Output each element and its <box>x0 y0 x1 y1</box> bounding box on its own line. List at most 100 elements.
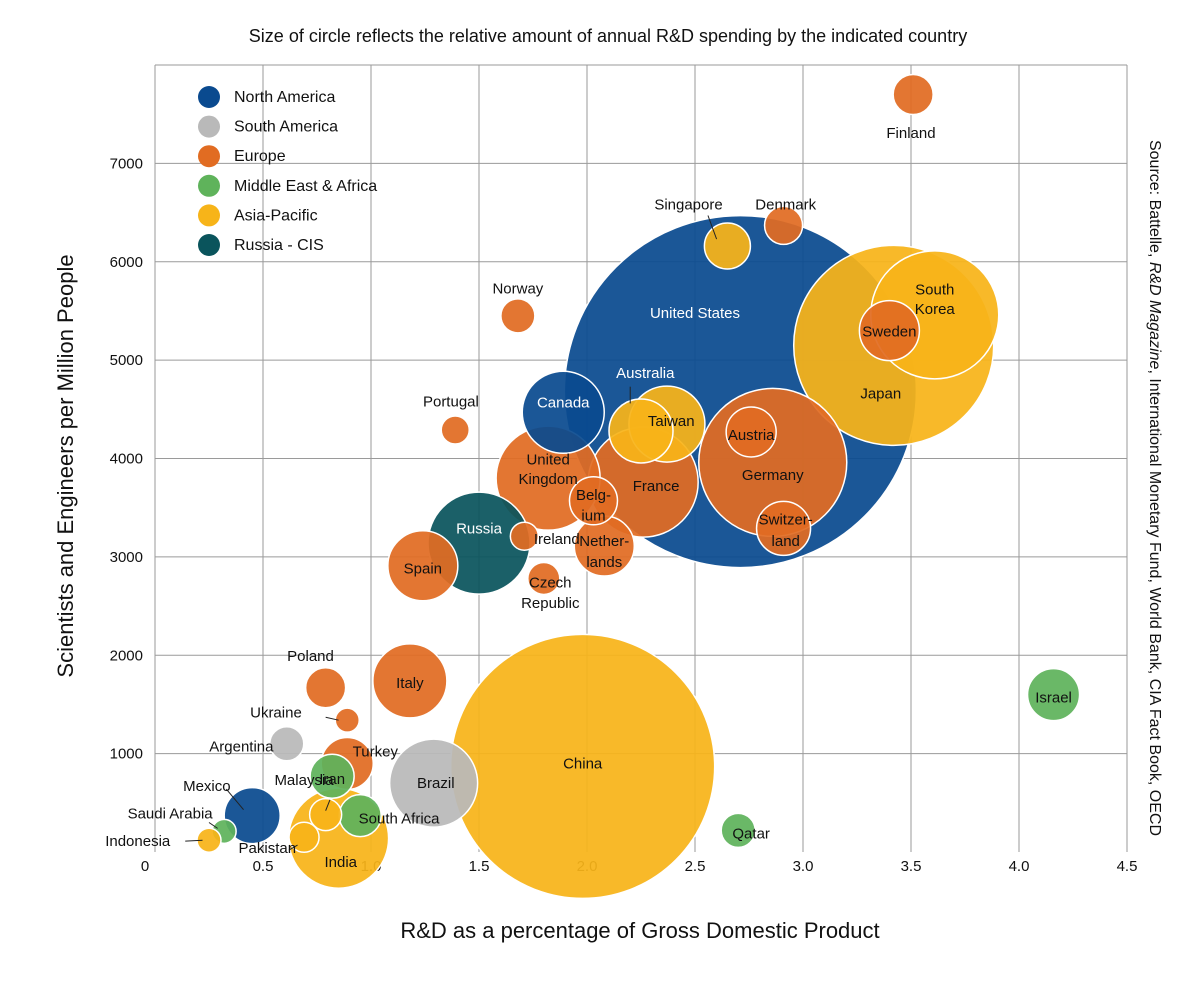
y-tick-label: 6000 <box>110 254 143 271</box>
leader-line <box>288 844 298 851</box>
data-label: land <box>772 533 800 550</box>
data-label: Israel <box>1035 690 1072 707</box>
data-label: Taiwan <box>648 413 695 430</box>
source-suffix: , International Monetary Fund, World Ban… <box>1146 369 1163 837</box>
x-tick-label: 3.0 <box>793 858 814 875</box>
data-label: Finland <box>886 125 935 142</box>
data-label: Korea <box>915 301 956 318</box>
data-label: Ireland <box>534 531 580 548</box>
data-label: Argentina <box>209 739 274 756</box>
data-label: Russia <box>456 520 503 537</box>
legend-swatch-ru <box>198 234 220 256</box>
y-tick-label: 3000 <box>110 549 143 566</box>
data-label: Pakistan <box>239 840 297 857</box>
x-axis-label: R&D as a percentage of Gross Domestic Pr… <box>400 918 880 943</box>
bubble-finland: Finland <box>892 73 934 116</box>
legend-label-me: Middle East & Africa <box>234 178 377 195</box>
source-italic: R&D Magazine <box>1146 261 1163 370</box>
data-label: Qatar <box>732 825 770 842</box>
x-tick-label: 0.5 <box>253 858 274 875</box>
bubble-israel: Israel <box>1026 667 1081 722</box>
leader-line <box>707 215 718 240</box>
data-label: Nether- <box>579 533 629 550</box>
data-label: Canada <box>537 394 590 411</box>
bubble-malaysia: Malaysia <box>308 797 343 832</box>
y-tick-label: 4000 <box>110 451 143 468</box>
bubble-denmark: Denmark <box>763 205 804 246</box>
y-axis-label: Scientists and Engineers per Million Peo… <box>53 254 78 678</box>
legend-label-eu: Europe <box>234 148 286 165</box>
bubble-norway: Norway <box>500 298 536 334</box>
data-label: Czech <box>529 574 572 591</box>
x-tick-label: 3.5 <box>901 858 922 875</box>
data-label: Norway <box>492 280 543 297</box>
chart-subtitle: Size of circle reflects the relative amo… <box>248 26 968 46</box>
leader-line <box>325 716 339 721</box>
country-labels: United States China Japan Germany South Korea… <box>105 125 1072 871</box>
data-label: lands <box>586 554 622 571</box>
bubble-qatar: Qatar <box>720 812 756 849</box>
bubble-poland: Poland <box>304 666 347 709</box>
bubble-mexico: Mexico <box>223 786 281 845</box>
data-label: ium <box>581 508 605 525</box>
data-label: United States <box>650 305 740 322</box>
legend-swatch-me <box>198 174 220 197</box>
data-label: Australia <box>616 365 675 382</box>
legend-swatch-na <box>198 86 220 108</box>
bubble-singapore: Singapore <box>703 222 752 270</box>
legend-label-ap: Asia-Pacific <box>234 207 318 224</box>
source-prefix: Source: Battelle, <box>1146 139 1163 262</box>
data-label: Turkey <box>353 744 399 761</box>
data-label: Mexico <box>183 778 231 795</box>
data-label: Italy <box>396 675 424 692</box>
bubble-ireland: Ireland <box>509 521 540 551</box>
legend-swatch-sa <box>198 115 220 138</box>
legend-label-na: North America <box>234 89 335 106</box>
leader-lines <box>185 215 718 851</box>
data-label: France <box>633 478 680 495</box>
leader-line <box>225 788 244 811</box>
bubble-iran: Iran <box>309 753 355 800</box>
data-label: Republic <box>521 595 580 612</box>
y-tick-label: 2000 <box>110 647 143 664</box>
bubble-canada: Canada <box>521 370 605 455</box>
bubble-argentina: Argentina <box>269 726 305 762</box>
data-label: India <box>324 854 357 871</box>
bubble-australia: Australia <box>608 398 674 464</box>
data-label: Japan <box>860 386 901 403</box>
data-label: South Africa <box>359 811 441 828</box>
bubble-ukraine: Ukraine <box>334 707 360 733</box>
bubble-brazil: Brazil <box>388 738 479 828</box>
bubble-switzerland: Switzerland <box>755 500 812 557</box>
data-label: Poland <box>287 648 334 665</box>
data-label: Iran <box>319 771 345 788</box>
data-label: Switzer- <box>759 511 813 528</box>
legend-swatch-eu <box>198 145 220 168</box>
bubble-sweden: Sweden <box>858 299 921 362</box>
data-label: Belg- <box>576 487 611 504</box>
data-label: Denmark <box>755 197 816 214</box>
bubble-spain: Spain <box>387 529 459 602</box>
data-label: United <box>526 451 569 468</box>
data-label: Malaysia <box>274 772 334 789</box>
bubble-italy: Italy <box>372 643 448 719</box>
data-label: Ukraine <box>250 704 302 721</box>
bubble-czech-republic: Czech Republic <box>527 561 561 596</box>
data-label: China <box>563 755 603 772</box>
data-label: Singapore <box>654 197 722 214</box>
leader-line <box>208 822 218 829</box>
bubble-portugal: Portugal <box>440 415 470 445</box>
source-note: Source: Battelle, R&D Magazine, Internat… <box>1145 108 1163 868</box>
leader-line <box>185 839 203 842</box>
bubble-pakistan: Pakistan <box>288 821 320 853</box>
data-label: Germany <box>742 467 804 484</box>
data-label: Spain <box>404 561 442 578</box>
legend: North America South America Europe Middle E… <box>198 86 377 256</box>
data-label: Portugal <box>423 393 479 410</box>
data-label: Saudi Arabia <box>128 806 214 823</box>
data-label: South <box>915 281 954 298</box>
y-tick-label: 7000 <box>110 155 143 172</box>
legend-label-sa: South America <box>234 119 338 136</box>
bubbles: United States China Japan Germany South Kore… <box>196 73 1081 900</box>
